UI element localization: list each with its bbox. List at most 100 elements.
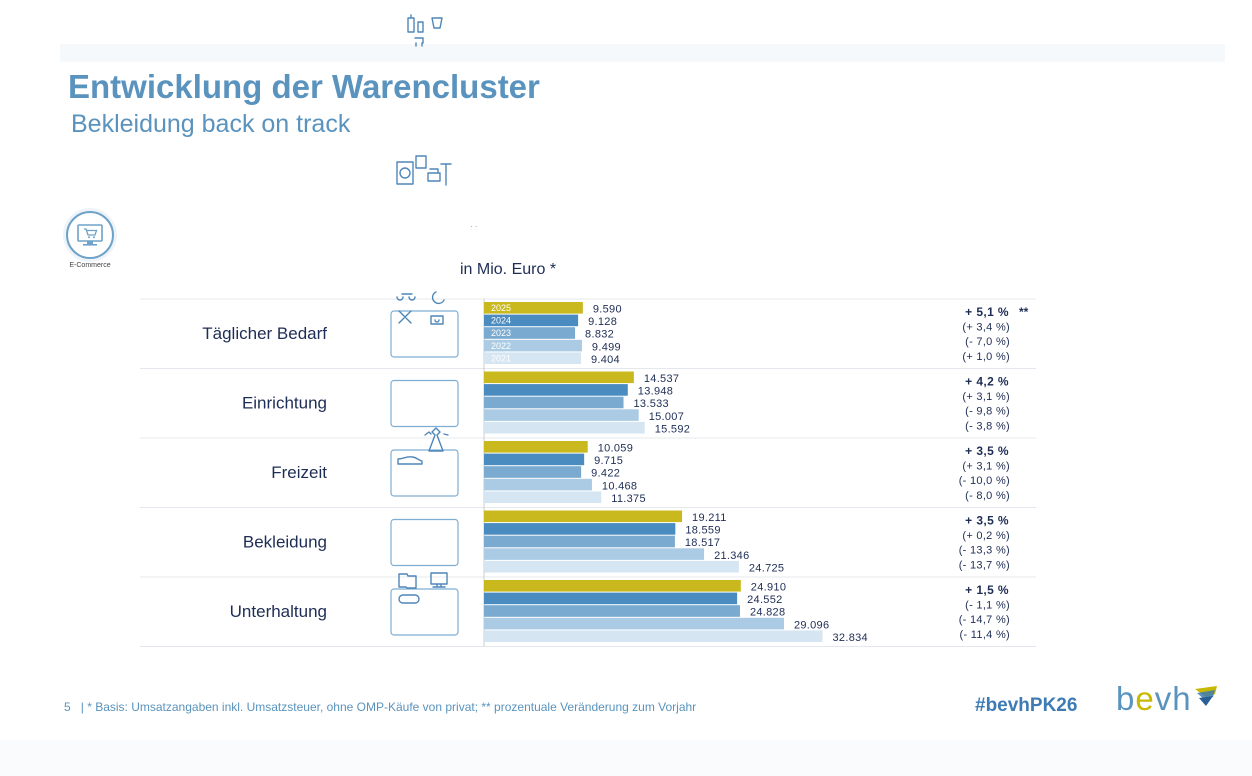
ecommerce-badge: E-Commerce: [62, 211, 118, 269]
bar: [484, 478, 592, 491]
data-label: 18.517: [685, 537, 720, 549]
bar: [484, 605, 740, 617]
category-label: Freizeit: [271, 463, 327, 482]
bar: [484, 592, 738, 605]
data-label: 29.096: [794, 619, 829, 631]
footer-note: 5 | * Basis: Umsatzangaben inkl. Umsatzs…: [64, 700, 696, 714]
data-label: 13.948: [638, 386, 673, 398]
bar: [484, 453, 585, 466]
change-previous: (+ 3,1 %): [962, 461, 1010, 473]
bar: [484, 441, 588, 453]
data-label: 14.537: [644, 373, 679, 385]
year-label: 2021: [491, 353, 511, 363]
bar: [484, 535, 675, 548]
logo-b: b: [1116, 680, 1136, 717]
data-label: 8.832: [585, 329, 614, 341]
bar: [484, 580, 741, 592]
change-footnote-marker: **: [1019, 305, 1029, 319]
data-label: 15.007: [649, 411, 684, 423]
logo-vh: vh: [1154, 680, 1192, 717]
data-label: 32.834: [833, 632, 868, 644]
change-previous: (+ 1,0 %): [962, 351, 1010, 363]
data-label: 10.468: [602, 480, 637, 492]
category-label: Täglicher Bedarf: [202, 324, 327, 343]
change-current: + 3,5 %: [965, 514, 1009, 528]
change-previous: (- 3,8 %): [965, 420, 1010, 432]
data-label: 24.828: [750, 607, 785, 619]
data-label: 11.375: [611, 493, 646, 505]
page-subtitle: Bekleidung back on track: [71, 110, 351, 138]
data-label: 9.499: [592, 341, 621, 353]
bar: [484, 396, 624, 409]
year-label: 2023: [491, 328, 511, 338]
logo-e: e: [1135, 680, 1155, 717]
category-label: Unterhaltung: [230, 602, 327, 621]
data-label: 9.590: [593, 304, 622, 316]
bar: [484, 491, 602, 503]
bar: [484, 327, 576, 339]
bar: [484, 352, 581, 364]
change-previous: (- 13,3 %): [959, 545, 1010, 557]
bar: [484, 314, 579, 327]
bar: [484, 630, 823, 642]
year-label: 2024: [491, 316, 511, 326]
data-label: 10.059: [598, 443, 633, 455]
change-previous: (+ 0,2 %): [962, 530, 1010, 542]
data-label: 9.422: [591, 468, 620, 480]
logo-mark-icon: [1194, 686, 1217, 706]
change-current: + 3,5 %: [965, 444, 1009, 458]
bar: [484, 302, 583, 314]
bar: [484, 409, 639, 421]
bar: [484, 548, 705, 560]
data-label: 9.128: [588, 316, 617, 328]
data-label: 9.404: [591, 354, 620, 366]
change-previous: (- 14,7 %): [959, 614, 1010, 626]
change-previous: (+ 3,1 %): [962, 391, 1010, 403]
data-label: 21.346: [714, 550, 749, 562]
change-previous: (- 7,0 %): [965, 336, 1010, 348]
change-previous: (- 1,1 %): [965, 600, 1010, 612]
ecommerce-label: E-Commerce: [69, 262, 111, 269]
year-label: 2022: [491, 341, 511, 351]
bar: [484, 421, 645, 434]
change-previous: (- 11,4 %): [960, 629, 1010, 641]
data-label: 24.725: [749, 562, 784, 574]
daily-needs-icon: [390, 14, 459, 358]
leisure-icon: [390, 291, 459, 497]
change-current: + 1,5 %: [965, 583, 1009, 597]
change-current: + 4,2 %: [965, 375, 1009, 389]
category-label: Bekleidung: [243, 533, 327, 552]
footer-separator: |: [80, 700, 84, 714]
hashtag: #bevhPK26: [975, 695, 1078, 716]
data-label: 19.211: [692, 512, 727, 524]
change-current: + 5,1 %: [965, 305, 1009, 319]
bar: [484, 384, 628, 396]
category-label: Einrichtung: [242, 394, 327, 413]
change-previous: (- 8,0 %): [965, 490, 1010, 502]
change-previous: (+ 3,4 %): [962, 322, 1010, 334]
bar: [484, 617, 784, 630]
data-label: 9.715: [594, 455, 623, 467]
bar: [484, 371, 634, 384]
bar: [484, 339, 582, 352]
bevh-logo: bevh: [1116, 680, 1218, 718]
decorative-dots: · ·: [470, 222, 478, 231]
data-label: 24.552: [747, 594, 782, 606]
header-band: [60, 44, 1225, 62]
footer-band: [0, 740, 1252, 776]
page-title: Entwicklung der Warencluster: [68, 68, 540, 105]
change-previous: (- 10,0 %): [959, 475, 1010, 487]
data-label: 24.910: [751, 582, 786, 594]
bar: [484, 510, 683, 523]
footnote-text: * Basis: Umsatzangaben inkl. Umsatzsteue…: [87, 700, 697, 714]
data-label: 18.559: [685, 525, 720, 537]
unit-label: in Mio. Euro *: [460, 261, 557, 278]
change-previous: (- 13,7 %): [959, 559, 1010, 571]
change-previous: (- 9,8 %): [965, 406, 1010, 418]
entertainment-icon: [390, 572, 459, 636]
bar: [484, 523, 676, 535]
page-number: 5: [64, 700, 71, 714]
data-label: 13.533: [634, 398, 669, 410]
bar: [484, 466, 582, 478]
